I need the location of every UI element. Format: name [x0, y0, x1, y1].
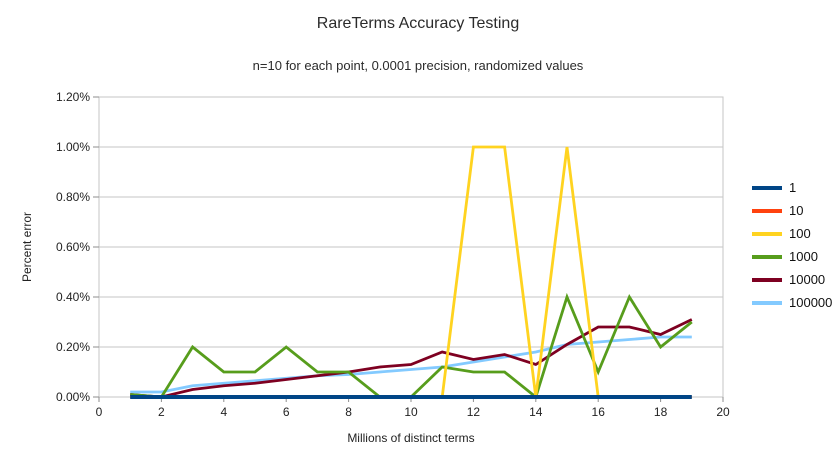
series-line-10000 — [130, 318, 693, 399]
legend-item-1: 1 — [752, 180, 832, 195]
y-tick-label: 0.20% — [56, 340, 90, 354]
legend-swatch-100000 — [752, 300, 782, 305]
y-tick-label: 0.00% — [56, 390, 90, 404]
y-tick-label: 1.20% — [56, 90, 90, 104]
legend-item-10: 10 — [752, 203, 832, 218]
y-tick-label: 1.00% — [56, 140, 90, 154]
x-tick-label: 10 — [404, 405, 418, 419]
chart-subtitle: n=10 for each point, 0.0001 precision, r… — [252, 58, 584, 73]
legend-item-10000: 10000 — [752, 272, 832, 287]
y-axis-title: Percent error — [20, 211, 34, 283]
x-tick-label: 12 — [467, 405, 481, 419]
x-axis-title: Millions of distinct terms — [347, 431, 475, 445]
legend-swatch-1 — [752, 185, 782, 190]
x-tick-label: 20 — [716, 405, 730, 419]
x-tick-label: 14 — [529, 405, 543, 419]
y-tick-label: 0.80% — [56, 190, 90, 204]
legend-label-10000: 10000 — [789, 272, 826, 287]
chart-legend: 1 10 100 1000 10000 100000 — [752, 180, 832, 318]
x-tick-label: 4 — [220, 405, 227, 419]
x-tick-label: 8 — [345, 405, 352, 419]
legend-swatch-10000 — [752, 277, 782, 282]
legend-label-1: 1 — [789, 180, 797, 195]
legend-swatch-10 — [752, 208, 782, 213]
series-line-100000 — [130, 335, 692, 394]
x-tick-label: 6 — [283, 405, 290, 419]
legend-item-1000: 1000 — [752, 249, 832, 264]
legend-label-1000: 1000 — [789, 249, 818, 264]
legend-label-100: 100 — [789, 226, 811, 241]
x-tick-label: 18 — [654, 405, 668, 419]
legend-swatch-100 — [752, 231, 782, 236]
legend-item-100: 100 — [752, 226, 832, 241]
legend-label-100000: 100000 — [789, 295, 833, 310]
series-line-100 — [130, 145, 692, 399]
y-tick-label: 0.60% — [56, 240, 90, 254]
legend-swatch-1000 — [752, 254, 782, 259]
chart-title: RareTerms Accuracy Testing — [316, 15, 520, 32]
x-tick-label: 16 — [592, 405, 606, 419]
legend-label-10: 10 — [789, 203, 804, 218]
legend-item-100000: 100000 — [752, 295, 832, 310]
y-tick-label: 0.40% — [56, 290, 90, 304]
x-tick-label: 0 — [96, 405, 103, 419]
x-tick-label: 2 — [158, 405, 165, 419]
